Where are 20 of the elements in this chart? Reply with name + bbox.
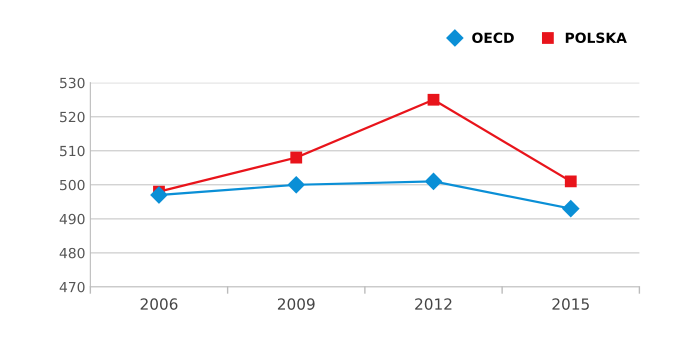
y-tick-label: 520 (60, 112, 85, 122)
legend-label: OECD (472, 32, 514, 44)
point (562, 200, 580, 218)
legend-label: POLSKA (566, 32, 627, 44)
point (150, 186, 168, 204)
y-tick-label: 470 (60, 282, 85, 292)
point (564, 175, 577, 188)
x-tick-label: 2009 (278, 298, 315, 310)
point (428, 94, 440, 106)
point (290, 152, 302, 164)
x-tick-label: 2015 (552, 298, 589, 310)
y-tick-label: 500 (60, 180, 85, 190)
y-tick-label: 510 (60, 146, 85, 156)
point (288, 176, 305, 194)
x-tick-label: 2012 (415, 298, 452, 310)
y-tick-label: 490 (60, 214, 85, 224)
y-tick-label: 530 (60, 78, 85, 88)
y-tick-label: 480 (60, 248, 85, 258)
x-tick-label: 2006 (140, 298, 178, 310)
point (424, 172, 442, 190)
